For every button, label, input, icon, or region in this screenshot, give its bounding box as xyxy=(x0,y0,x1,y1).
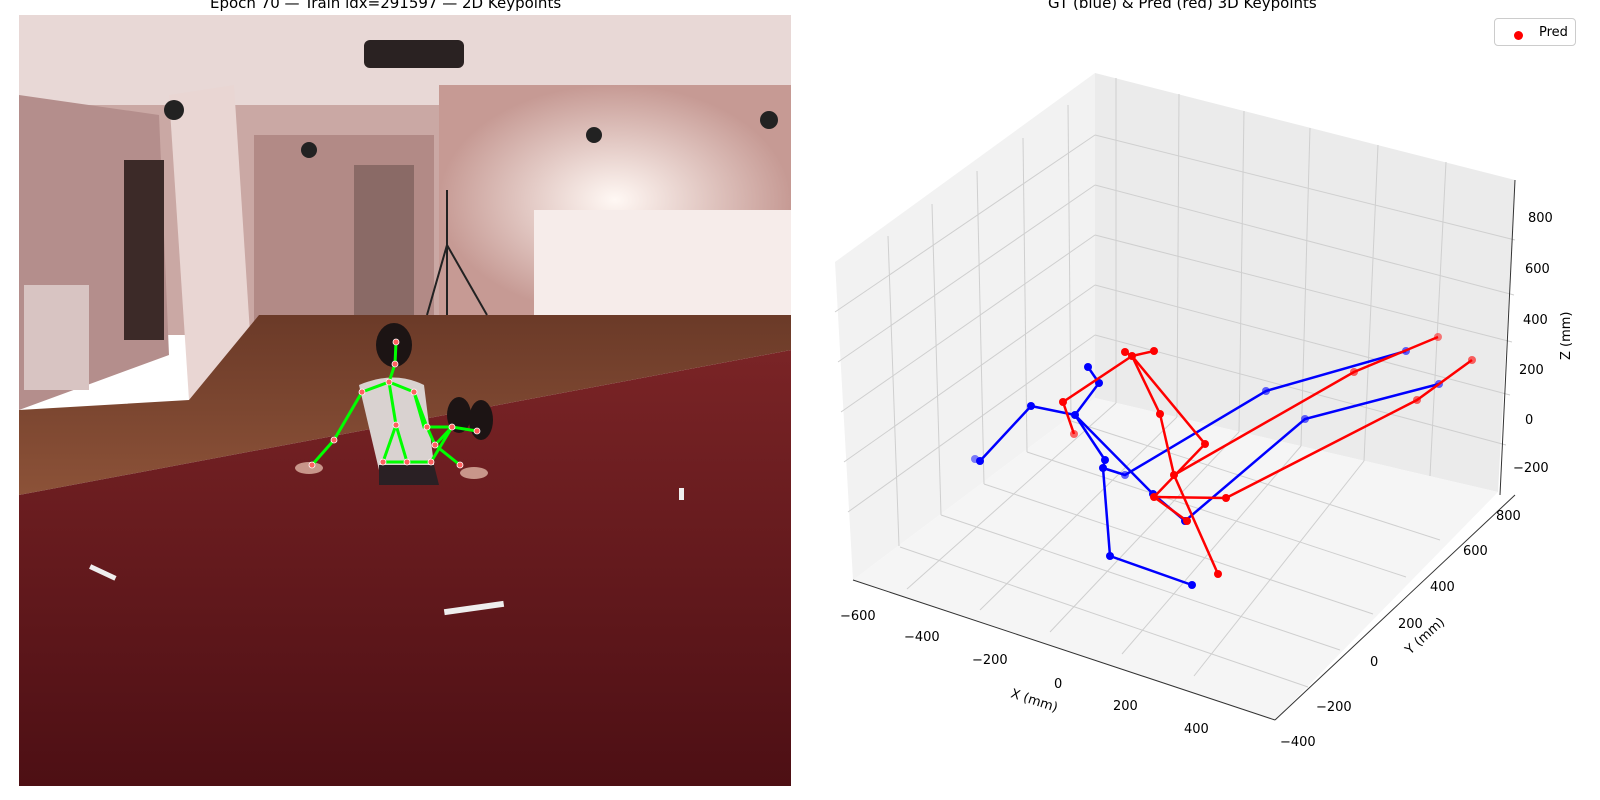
back-pane xyxy=(1095,73,1515,492)
x-axis-label: X (mm) xyxy=(1009,687,1060,716)
y-tick-label: 0 xyxy=(1370,655,1378,670)
legend: Pred xyxy=(1494,18,1576,46)
y-tick-label: 600 xyxy=(1463,544,1488,559)
camera-image xyxy=(19,15,791,786)
x-tick-label: −200 xyxy=(972,653,1008,668)
gridlines xyxy=(834,78,1516,688)
y-tick-label: −200 xyxy=(1316,700,1352,715)
z-tick-label: −200 xyxy=(1513,461,1549,476)
x-tick-label: −600 xyxy=(840,609,876,624)
x-tick-label: 0 xyxy=(1054,677,1062,692)
x-tick-label: 200 xyxy=(1113,699,1138,714)
keypoint-joints xyxy=(308,338,481,469)
image-panel-title: Epoch 70 — Train idx=291597 — 2D Keypoin… xyxy=(210,0,562,12)
z-tick-label: 0 xyxy=(1525,413,1533,428)
z-tick-label: 600 xyxy=(1525,262,1550,277)
x-tick-label: −400 xyxy=(904,630,940,645)
z-tick-label: 200 xyxy=(1519,363,1544,378)
left-pane xyxy=(835,73,1095,580)
y-tick-label: −400 xyxy=(1280,735,1316,750)
y-tick-label: 800 xyxy=(1496,509,1521,524)
z-tick-label: 400 xyxy=(1523,313,1548,328)
y-tick-label: 200 xyxy=(1398,617,1423,632)
plot-panel-title: GT (blue) & Pred (red) 3D Keypoints xyxy=(1048,0,1317,12)
keypoints-3d-plot: −600 −400 −200 0 200 400 X (mm) −400 −20… xyxy=(834,73,1574,750)
z-tick-label: 800 xyxy=(1528,211,1553,226)
legend-pred-marker xyxy=(1514,31,1523,40)
z-axis: 800 600 400 200 0 −200 Z (mm) xyxy=(1513,211,1574,476)
legend-pred-label: Pred xyxy=(1539,25,1568,40)
x-tick-label: 400 xyxy=(1184,722,1209,737)
z-axis-label: Z (mm) xyxy=(1559,311,1574,360)
floor-pane xyxy=(853,398,1498,720)
y-tick-label: 400 xyxy=(1430,580,1455,595)
pred-joints xyxy=(1059,333,1476,578)
